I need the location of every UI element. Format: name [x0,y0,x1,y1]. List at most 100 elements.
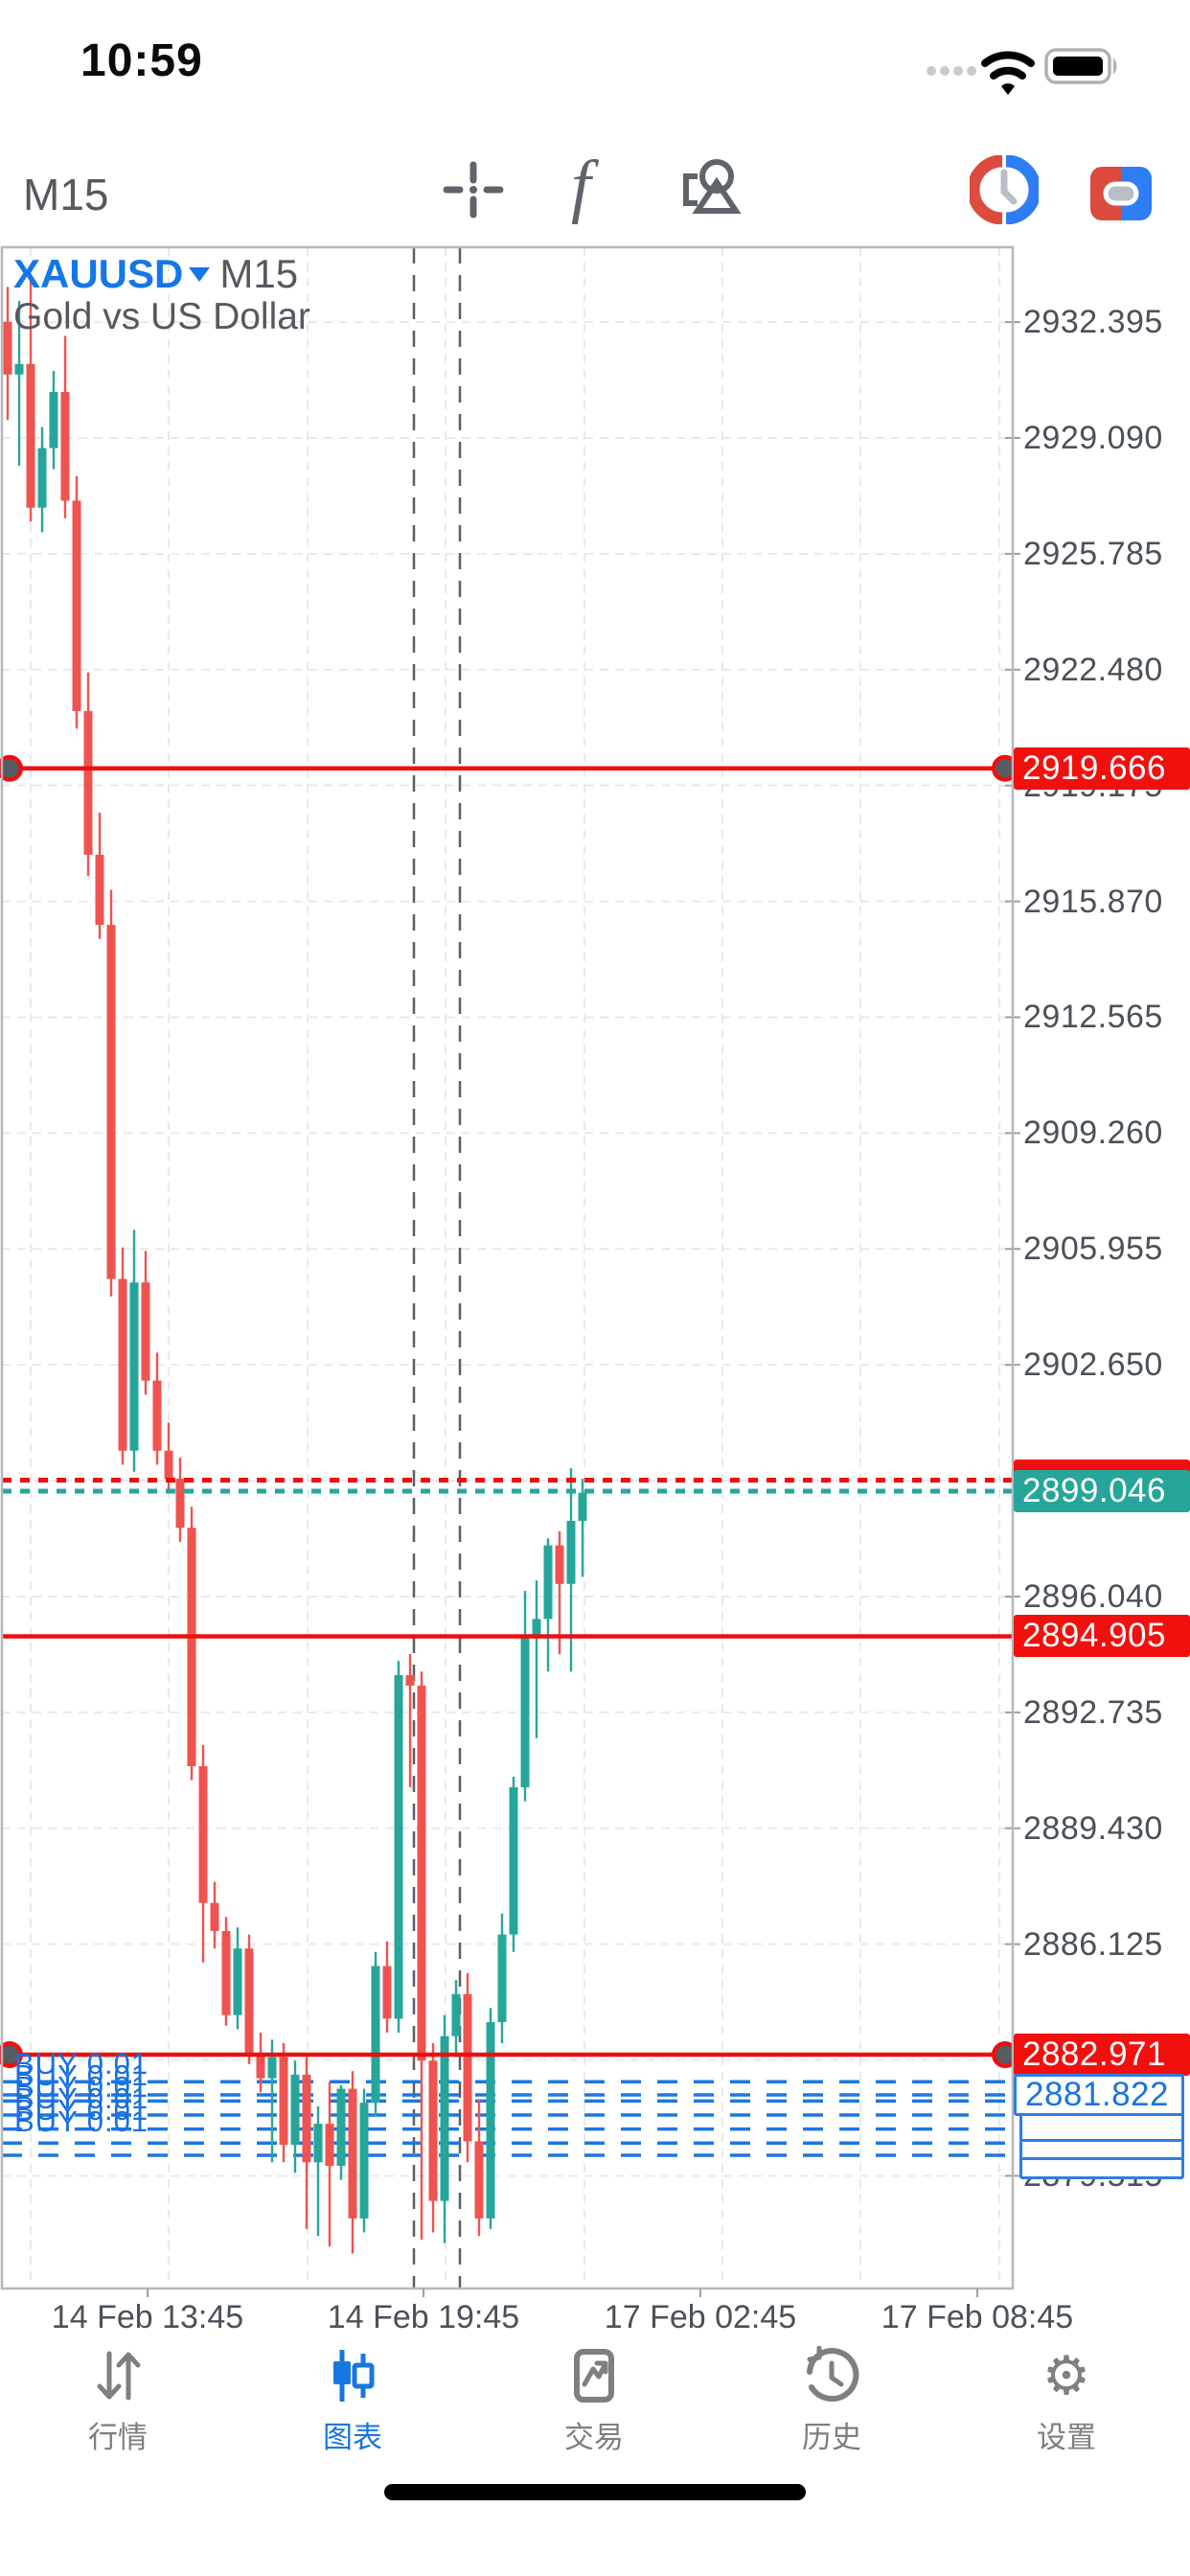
price-axis-label: 2932.395 [1023,304,1163,341]
price-axis-label: 2886.125 [1023,1925,1163,1963]
candle-bull [14,363,24,375]
candle-bull [37,448,47,508]
tab-charts[interactable]: 图表 [262,2346,444,2456]
candle-bear [3,321,12,375]
candle-bull [497,1934,507,2023]
candle-bull [267,2057,277,2079]
wifi-dot [1001,83,1015,95]
candle-bull [532,1619,541,1637]
candle-bull [371,1966,380,2104]
objects-icon[interactable] [676,151,745,220]
alert-line-handle-dot [995,2045,1015,2064]
candle-bull [566,1520,576,1584]
candle-bear [118,1278,127,1451]
timeframe-button[interactable]: M15 [23,170,109,219]
status-bar-time: 10:59 [80,35,203,86]
tab-quotes[interactable]: 行情 [27,2346,209,2456]
position-label: BUY 0.01 [14,2093,149,2127]
candle-bear [463,1993,472,2142]
status-bar-right [927,48,1117,95]
candle-bull [520,1636,530,1787]
candle-bear [72,500,81,711]
price-axis-label: 2915.870 [1023,883,1163,920]
alert-price-badge-low: 2882.971 [1014,2034,1190,2077]
cellular-signal-icon [927,66,976,76]
home-indicator[interactable] [384,2484,806,2500]
candle-bear [164,1450,173,1480]
quotes-icon [27,2346,209,2405]
candle-bear [95,854,104,926]
crosshair-icon[interactable] [439,155,508,224]
candle-bear [26,363,35,508]
position-label: BUY 0.01 [14,2104,149,2138]
time-axis-label: 17 Feb 08:45 [881,2299,1074,2335]
candle-bear [555,1545,564,1584]
history-icon [741,2346,923,2405]
candle-bear [428,2060,438,2201]
position-label: BUY 0.01 [14,2082,149,2115]
candle-bear [417,1685,426,2061]
indicators-function-icon[interactable]: f [571,147,591,225]
settings-icon: ⚙ [1041,2345,1091,2405]
candle-bear [152,1380,162,1451]
candle-bull [313,2124,323,2163]
candle-bull [394,1674,403,2019]
candle-bear [60,392,70,501]
candle-bear [210,1902,219,1931]
position-label: BUY 0.01 [14,2070,149,2104]
candle-bear [198,1766,208,1903]
alert-line-handle-dot [0,759,19,778]
wifi-icon [981,51,1035,80]
candle-bull [451,1993,461,2036]
candle-bear [244,1948,254,2054]
alert-line-handle-dot [995,759,1015,778]
alert-price-badge-mid: 2894.905 [1014,1615,1190,1658]
candle-bull [233,1948,242,2015]
candle-bear [325,2124,334,2167]
candle-bear [302,2074,311,2163]
candle-bear [382,1966,392,2019]
symbol-description: Gold vs US Dollar [13,296,310,338]
bid-price-badge: 2899.046 [1014,1470,1190,1512]
chart-timeframe: M15 [219,251,299,296]
price-axis-label: 2922.480 [1023,651,1163,688]
price-axis-label: 2929.090 [1023,419,1163,456]
candle-bull [359,2103,369,2219]
tab-trade[interactable]: 交易 [503,2346,685,2456]
chart-header[interactable]: XAUUSD M15 Gold vs US Dollar [13,251,310,338]
alert-price-badge-high: 2919.666 [1014,747,1190,790]
candle-bear [83,710,93,855]
candle-bear [405,1674,415,1686]
charts-icon [262,2346,444,2405]
tab-settings[interactable]: ⚙ 设置 [975,2345,1157,2456]
candle-bear [141,1282,150,1381]
price-axis-label: 2902.650 [1023,1346,1163,1384]
candle-bear [256,2053,265,2079]
position-price-badge: 2881.822 [1014,2074,1184,2117]
one-click-trading-icon[interactable] [1087,159,1156,228]
price-chart[interactable] [0,0,1190,2348]
time-axis-label: 17 Feb 02:45 [604,2299,797,2335]
candle-bear [348,2088,357,2219]
symbol-name[interactable]: XAUUSD [13,251,184,296]
price-axis-label: 2896.040 [1023,1577,1163,1615]
price-axis-label: 2909.260 [1023,1115,1163,1152]
time-axis-label: 14 Feb 19:45 [327,2299,520,2335]
price-axis-label: 2892.735 [1023,1693,1163,1731]
candle-bull [49,392,58,448]
candle-bull [486,2022,495,2219]
candle-bull [336,2088,346,2167]
candle-bear [279,2057,288,2146]
candle-bull [578,1492,587,1521]
symbol-dropdown-caret-icon [189,267,211,283]
position-label: BUY 0.01 [14,2047,149,2081]
trading-sessions-icon[interactable] [970,155,1039,224]
time-axis-label: 14 Feb 13:45 [51,2299,244,2335]
candle-bear [175,1479,185,1529]
price-axis-label: 2905.955 [1023,1230,1163,1268]
tab-history[interactable]: 历史 [741,2346,923,2456]
candle-bear [106,925,116,1279]
alert-line-handle-dot [0,2045,19,2064]
price-axis-label: 2889.430 [1023,1809,1163,1847]
price-axis-label: 2925.785 [1023,535,1163,572]
